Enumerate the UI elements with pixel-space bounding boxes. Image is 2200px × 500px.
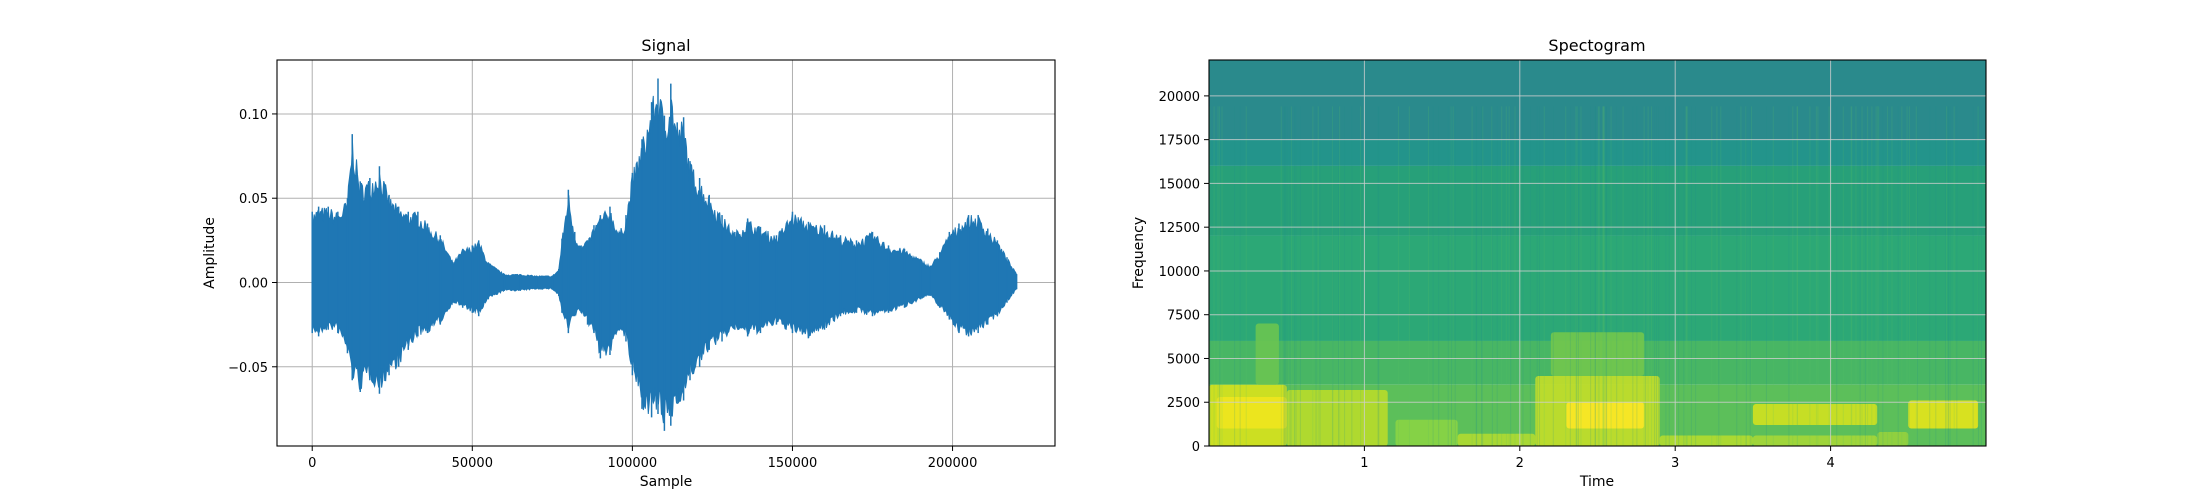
signal-x-tick-label: 0 <box>308 456 316 471</box>
signal-spikes <box>311 78 1018 431</box>
spectrogram-x-axis-label: Time <box>1579 474 1614 490</box>
spectrogram-energy-region <box>1566 402 1645 429</box>
signal-y-ticks: −0.05 0.00 0.05 0.10 <box>228 108 277 376</box>
spectrogram-energy-region <box>1752 435 1878 446</box>
spectrogram-frequency-band <box>1209 60 1986 140</box>
spectrogram-energy-region <box>1550 332 1645 376</box>
spectrogram-y-tick-label: 20000 <box>1159 90 1200 105</box>
spectrogram-streaks <box>1209 106 1986 446</box>
spectrogram-energy-region <box>1395 419 1458 446</box>
spectrogram-energy-region <box>1286 389 1388 446</box>
spectrogram-x-tick-label: 2 <box>1516 456 1524 471</box>
signal-title: Signal <box>641 36 690 55</box>
signal-y-tick-label: 0.10 <box>239 108 268 123</box>
signal-axes-frame <box>276 59 1056 447</box>
signal-y-tick-label: 0.00 <box>239 276 268 291</box>
spectrogram-y-tick-label: 0 <box>1192 440 1200 455</box>
signal-y-tick-label: 0.05 <box>239 192 268 207</box>
signal-x-ticks: 0 50000 100000 150000 200000 <box>308 446 977 471</box>
signal-y-axis-label: Amplitude <box>202 217 218 289</box>
spectrogram-frequency-band <box>1209 235 1986 341</box>
spectrogram-x-tick-label: 1 <box>1360 456 1368 471</box>
spectrogram-y-axis-label: Frequency <box>1131 217 1147 289</box>
spectrogram-title: Spectogram <box>1548 36 1645 55</box>
signal-x-tick-label: 100000 <box>608 456 658 471</box>
spectrogram-energy-region <box>1877 431 1909 446</box>
spectrogram-energy-region <box>1752 403 1878 425</box>
spectrogram-y-tick-label: 2500 <box>1167 396 1200 411</box>
spectrogram-y-tick-label: 15000 <box>1159 177 1200 192</box>
signal-x-tick-label: 50000 <box>452 456 493 471</box>
spectrogram-x-tick-label: 4 <box>1826 456 1834 471</box>
spectrogram-y-ticks: 0 2500 5000 7500 10000 12500 15000 17500 20000 <box>1159 90 1209 455</box>
spectrogram-frequency-band <box>1209 165 1986 236</box>
spectrogram-energy-region <box>1457 433 1536 446</box>
spectrogram-energy-regions <box>1209 323 1979 446</box>
spectrogram-energy-region <box>1255 323 1279 385</box>
signal-x-tick-label: 200000 <box>928 456 978 471</box>
spectrogram-y-tick-label: 12500 <box>1159 221 1200 236</box>
signal-chart: 0 50000 100000 150000 200000 −0.05 0.00 0.05 0.… <box>202 36 1056 490</box>
spectrogram-energy-region <box>1659 435 1753 446</box>
signal-y-tick-label: −0.05 <box>228 361 268 376</box>
spectrogram-axes-frame <box>1208 59 1987 447</box>
spectrogram-y-tick-label: 10000 <box>1159 265 1200 280</box>
spectrogram-x-tick-label: 3 <box>1671 456 1679 471</box>
spectrogram-energy-region <box>1908 400 1979 429</box>
spectrogram-y-tick-label: 7500 <box>1167 309 1200 324</box>
spectrogram-x-ticks: 1 2 3 4 <box>1360 446 1835 471</box>
spectrogram-y-tick-label: 17500 <box>1159 134 1200 149</box>
spectrogram-y-tick-label: 5000 <box>1167 352 1200 367</box>
spectrogram-chart: 1 2 3 4 0 2500 5000 7500 10000 12500 15000 17500 20… <box>1131 36 1987 490</box>
signal-x-axis-label: Sample <box>640 474 693 490</box>
signal-x-tick-label: 150000 <box>768 456 818 471</box>
spectrogram-energy-region <box>1216 396 1287 429</box>
spectrogram-frequency-band <box>1209 139 1986 166</box>
